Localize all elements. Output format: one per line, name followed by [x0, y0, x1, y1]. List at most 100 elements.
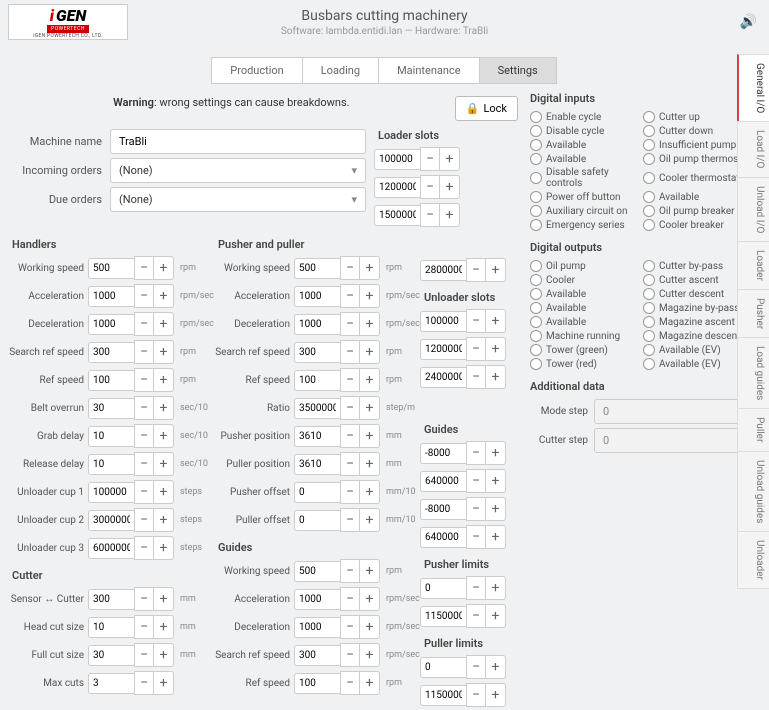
handlers-6-plus[interactable]: + — [154, 424, 174, 448]
guides2-2-input[interactable] — [420, 499, 466, 520]
digital-output-6[interactable]: Available — [530, 302, 639, 314]
cutter-3-plus[interactable]: + — [154, 671, 174, 695]
guides2-1-minus[interactable]: − — [466, 469, 486, 493]
guides2-1-plus[interactable]: + — [486, 469, 506, 493]
unloader-slot-1-input[interactable] — [420, 339, 466, 360]
loader-slot-0-minus[interactable]: − — [420, 147, 440, 171]
digital-output-11[interactable]: Magazine descent — [643, 330, 752, 342]
puller-limit-1-plus[interactable]: + — [486, 683, 506, 707]
handlers-6-minus[interactable]: − — [134, 424, 154, 448]
handlers-9-input[interactable] — [88, 510, 134, 531]
handlers-3-plus[interactable]: + — [154, 340, 174, 364]
digital-input-14[interactable]: Emergency series — [530, 219, 639, 231]
pusher-2-plus[interactable]: + — [360, 312, 380, 336]
cutter-1-minus[interactable]: − — [134, 615, 154, 639]
puller-limit-0-input[interactable] — [420, 657, 466, 678]
cutter-3-input[interactable] — [88, 673, 134, 694]
pusher-5-plus[interactable]: + — [360, 396, 380, 420]
loader-slot-1-plus[interactable]: + — [440, 175, 460, 199]
vtab-4[interactable]: Pusher — [737, 289, 769, 338]
machine-name-input[interactable] — [110, 129, 366, 154]
digital-output-5[interactable]: Cutter descent — [643, 288, 752, 300]
puller-limit-1-input[interactable] — [420, 685, 466, 706]
pusher-4-input[interactable] — [294, 370, 340, 391]
unloader-slot-2-minus[interactable]: − — [466, 365, 486, 389]
mode-step-input[interactable] — [594, 399, 752, 424]
handlers-3-input[interactable] — [88, 342, 134, 363]
pusher-7-plus[interactable]: + — [360, 452, 380, 476]
tab-maintenance[interactable]: Maintenance — [378, 57, 480, 84]
pusher-1-minus[interactable]: − — [340, 284, 360, 308]
handlers-4-plus[interactable]: + — [154, 368, 174, 392]
pusher-5-input[interactable] — [294, 398, 340, 419]
handlers-1-minus[interactable]: − — [134, 284, 154, 308]
pusher-limit-0-plus[interactable]: + — [486, 576, 506, 600]
tab-production[interactable]: Production — [211, 57, 302, 84]
digital-input-0[interactable]: Enable cycle — [530, 111, 639, 123]
tab-loading[interactable]: Loading — [302, 57, 379, 84]
handlers-4-minus[interactable]: − — [134, 368, 154, 392]
pusher-7-minus[interactable]: − — [340, 452, 360, 476]
unloader-slot-1-minus[interactable]: − — [466, 337, 486, 361]
pusher-8-input[interactable] — [294, 482, 340, 503]
pusher-7-input[interactable] — [294, 454, 340, 475]
guides-2-plus[interactable]: + — [360, 615, 380, 639]
guides-1-minus[interactable]: − — [340, 587, 360, 611]
pusher-0-minus[interactable]: − — [340, 256, 360, 280]
pusher-9-input[interactable] — [294, 510, 340, 531]
handlers-5-input[interactable] — [88, 398, 134, 419]
vtab-6[interactable]: Puller — [737, 408, 769, 451]
unloader-slot-2-input[interactable] — [420, 367, 466, 388]
digital-input-5[interactable]: Insufficient pump oil — [643, 139, 752, 151]
cutter-0-plus[interactable]: + — [154, 587, 174, 611]
cutter-0-minus[interactable]: − — [134, 587, 154, 611]
digital-input-6[interactable]: Available — [530, 153, 639, 165]
handlers-8-minus[interactable]: − — [134, 480, 154, 504]
unloader-slot-0-plus[interactable]: + — [486, 309, 506, 333]
pusher-1-plus[interactable]: + — [360, 284, 380, 308]
guides-4-input[interactable] — [294, 673, 340, 694]
vtab-8[interactable]: Unloader — [737, 531, 769, 589]
loader-slot-2-plus[interactable]: + — [440, 203, 460, 227]
pusher-3-minus[interactable]: − — [340, 340, 360, 364]
handlers-2-plus[interactable]: + — [154, 312, 174, 336]
guides-3-plus[interactable]: + — [360, 643, 380, 667]
pusher-2-input[interactable] — [294, 314, 340, 335]
handlers-0-input[interactable] — [88, 258, 134, 279]
pusher-9-minus[interactable]: − — [340, 508, 360, 532]
handlers-4-input[interactable] — [88, 370, 134, 391]
digital-output-8[interactable]: Available — [530, 316, 639, 328]
unloader-slot-0-minus[interactable]: − — [466, 309, 486, 333]
guides2-0-input[interactable] — [420, 443, 466, 464]
cutter-2-plus[interactable]: + — [154, 643, 174, 667]
puller-limit-0-minus[interactable]: − — [466, 655, 486, 679]
handlers-9-plus[interactable]: + — [154, 508, 174, 532]
pusher-6-plus[interactable]: + — [360, 424, 380, 448]
handlers-1-plus[interactable]: + — [154, 284, 174, 308]
cutter-step-input[interactable] — [594, 428, 752, 453]
handlers-2-input[interactable] — [88, 314, 134, 335]
pusher-0-input[interactable] — [294, 258, 340, 279]
digital-output-9[interactable]: Magazine ascent — [643, 316, 752, 328]
unloader-slot-0-input[interactable] — [420, 311, 466, 332]
loader-slot-2-input[interactable] — [374, 205, 420, 226]
cutter-3-minus[interactable]: − — [134, 671, 154, 695]
pusher-1-input[interactable] — [294, 286, 340, 307]
pusher-4-minus[interactable]: − — [340, 368, 360, 392]
guides-0-minus[interactable]: − — [340, 559, 360, 583]
digital-input-4[interactable]: Available — [530, 139, 639, 151]
loader-slot-3-input[interactable] — [420, 260, 466, 281]
digital-output-1[interactable]: Cutter by-pass — [643, 260, 752, 272]
guides2-1-input[interactable] — [420, 471, 466, 492]
guides-0-plus[interactable]: + — [360, 559, 380, 583]
vtab-3[interactable]: Loader — [737, 241, 769, 290]
pusher-limit-1-plus[interactable]: + — [486, 604, 506, 628]
handlers-2-minus[interactable]: − — [134, 312, 154, 336]
cutter-1-input[interactable] — [88, 617, 134, 638]
handlers-0-minus[interactable]: − — [134, 256, 154, 280]
digital-output-4[interactable]: Available — [530, 288, 639, 300]
cutter-0-input[interactable] — [88, 589, 134, 610]
guides-3-minus[interactable]: − — [340, 643, 360, 667]
guides-1-plus[interactable]: + — [360, 587, 380, 611]
sound-icon[interactable]: 🔊 — [740, 14, 757, 30]
